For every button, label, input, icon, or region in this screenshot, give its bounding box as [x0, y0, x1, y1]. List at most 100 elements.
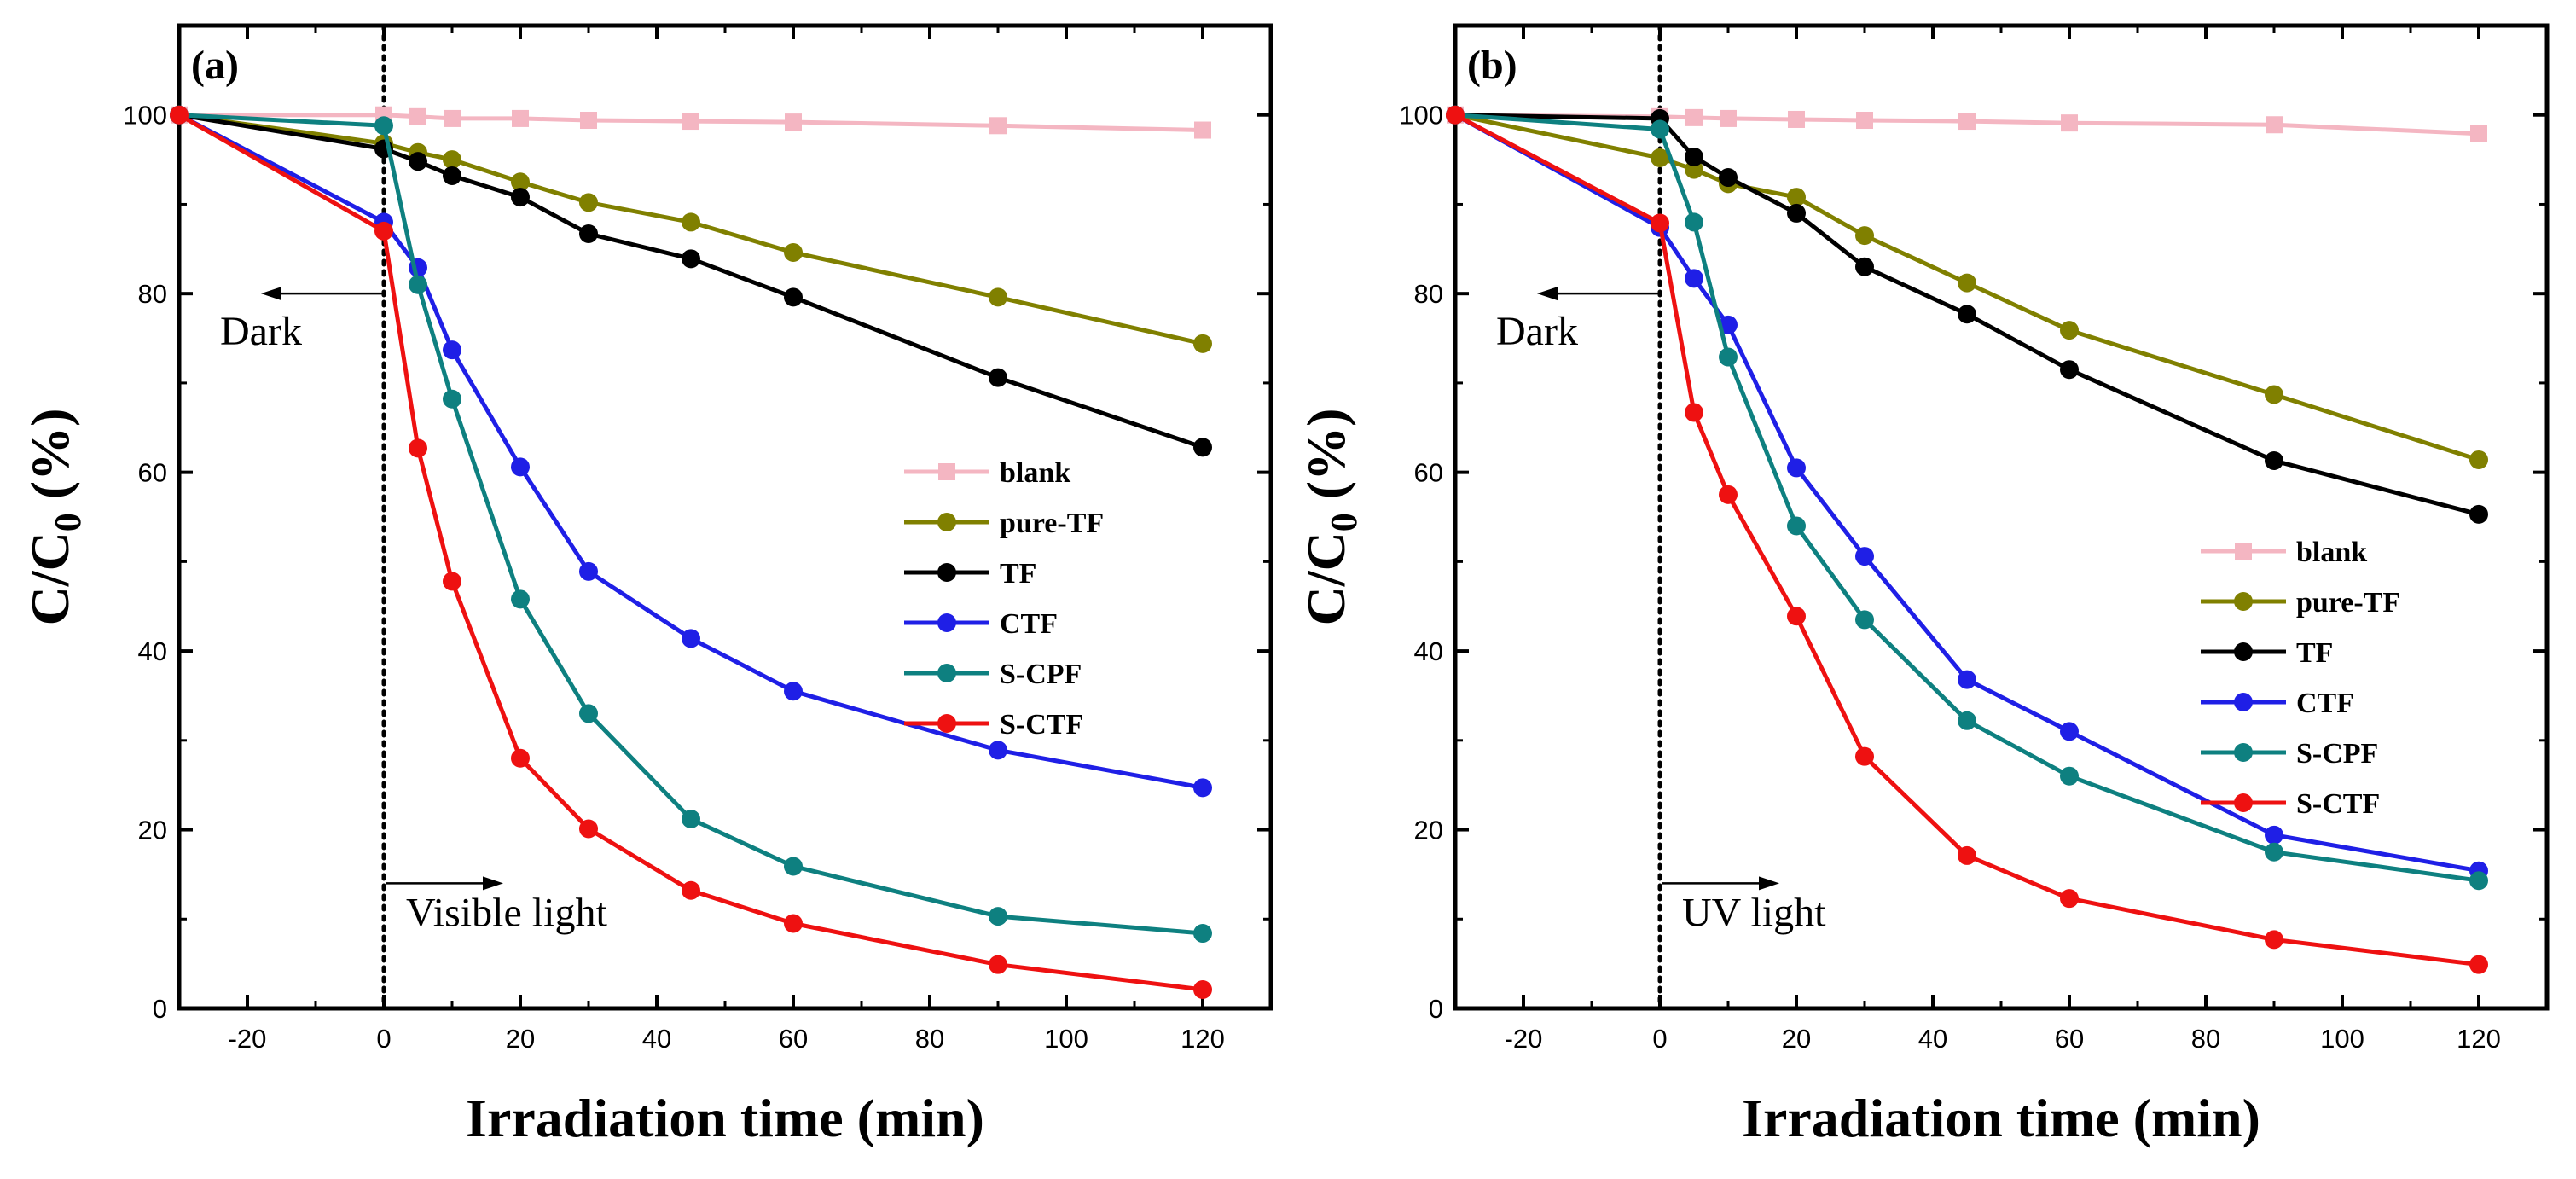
panel-b-series-s-ctf-point [2265, 930, 2283, 950]
panel-b-series-tf-point [1787, 203, 1806, 223]
panel-b-series-s-cpf-point [1958, 711, 1976, 730]
panel-a-x-tick-label: 0 [376, 1024, 391, 1054]
panel-a-series-blank-point [512, 109, 529, 127]
panel-b-legend-label-s-cpf: S-CPF [2296, 738, 2378, 770]
panel-b-series-s-ctf-point [1651, 213, 1669, 233]
panel-a-legend-label-tf: TF [1000, 558, 1036, 590]
panel-b-x-tick-label: 0 [1652, 1024, 1667, 1054]
panel-b-legend-label-pure-tf: pure-TF [2296, 587, 2400, 619]
panel-b-legend-marker-s-cpf [2234, 743, 2253, 762]
panel-a-series-s-cpf-point [443, 389, 461, 409]
panel-a-series-s-ctf-point [784, 914, 803, 933]
panel-b-series-s-cpf-point [1855, 610, 1874, 630]
panel-a-x-tick-label: 120 [1181, 1024, 1225, 1054]
panel-b-x-tick-label: 80 [2191, 1024, 2220, 1054]
panel-b-legend-label-blank: blank [2296, 537, 2367, 568]
panel-b-series-blank-line [1454, 113, 2480, 136]
panel-b-series-pure-tf-line [1454, 113, 2480, 462]
panel-a-series-s-ctf-point [409, 438, 427, 458]
panel-b-series-s-ctf-point [2469, 955, 2488, 974]
panel-a-x-tick-label: 40 [642, 1024, 671, 1054]
panel-a-y-tick-label: 80 [138, 279, 167, 309]
panel-a-legend-label-ctf: CTF [1000, 608, 1058, 640]
panel-b-series-s-cpf-point [1685, 212, 1703, 232]
panel-b-series-pure-tf-point [1651, 148, 1669, 167]
panel-a-y-tick-label: 60 [138, 458, 167, 488]
panel-b-series-blank-point [2470, 125, 2487, 142]
panel-b-series-tf-point [1685, 147, 1703, 166]
panel-a-series-s-cpf-point [1193, 924, 1212, 944]
panel-a-series-pure-tf-line [178, 113, 1204, 346]
panel-a-series-blank-point [785, 113, 802, 131]
panel-a-legend-marker-tf [937, 563, 956, 582]
panel-a-series-ctf-point [579, 561, 598, 581]
panel-b-series-s-ctf-line [1453, 113, 2480, 967]
panel-b-plot-frame [1453, 23, 2550, 1011]
panel-b-legend-marker-tf [2234, 642, 2253, 661]
panel-a-series-s-ctf-point [511, 748, 530, 768]
panel-a-legend-marker-s-cpf [937, 664, 956, 682]
panel-a-dark-arrow-head [261, 287, 281, 301]
panel-a-series-s-cpf-point [511, 590, 530, 609]
panel-a-panel-label: (a) [191, 43, 239, 88]
panel-a-legend-label-s-ctf: S-CTF [1000, 709, 1083, 741]
panel-a-legend-label-s-cpf: S-CPF [1000, 659, 1082, 690]
panel-a-y-tick-label: 40 [138, 636, 167, 666]
panel-b-panel-label: (b) [1467, 43, 1517, 88]
panel-a-series-ctf-point [989, 741, 1007, 760]
panel-a-series-tf-point [989, 368, 1007, 387]
panel-a-series-blank-point [444, 109, 461, 127]
panel-a-x-tick-label: 20 [506, 1024, 535, 1054]
panel-a-series-s-ctf-point [579, 819, 598, 839]
panel-a-series-tf-point [784, 287, 803, 307]
panel-b-light-label: UV light [1682, 890, 1826, 935]
panel-a-legend-marker-pure-tf [937, 513, 956, 531]
panel-b-chart: -20 0 20 40 60 80 100 120 0 20 40 60 80 100 Dark UV lig… [1296, 23, 2550, 1148]
panel-a-series-s-ctf-point [170, 105, 189, 125]
panel-a-dark-label: Dark [220, 309, 302, 354]
panel-a-series-s-ctf-point [989, 955, 1007, 974]
panel-b-y-tick-label: 100 [1399, 101, 1443, 131]
panel-b-series-ctf-point [1719, 315, 1738, 334]
panel-a-series-s-cpf-point [784, 857, 803, 876]
panel-a-legend-label-pure-tf: pure-TF [1000, 508, 1104, 539]
panel-a-series-blank-point [989, 117, 1007, 135]
panel-a-series-ctf-point [784, 682, 803, 701]
panel-b-x-axis-title: Irradiation time (min) [1742, 1088, 2260, 1148]
panel-b-series-tf-point [1958, 305, 1976, 324]
panel-b-y-tick-label: 20 [1414, 816, 1443, 845]
panel-a-y-tick-label: 0 [153, 994, 167, 1024]
panel-a-series-ctf-line [177, 113, 1204, 790]
panel-b-series-s-ctf-point [1958, 845, 1976, 865]
panel-a-series-s-cpf-point [989, 907, 1007, 926]
panel-a-x-tick-label: 100 [1044, 1024, 1088, 1054]
panel-b-legend-label-tf: TF [2296, 637, 2333, 669]
panel-b-legend-marker-ctf [2234, 693, 2253, 711]
panel-b-y-tick-label: 0 [1429, 994, 1443, 1024]
panel-a-y-tick-label: 100 [123, 101, 167, 131]
panel-b-series-s-ctf-point [1855, 746, 1874, 766]
panel-b-legend-marker-s-ctf [2234, 793, 2253, 812]
panel-b-series-ctf-point [1958, 670, 1976, 689]
panel-a-chart: -20 0 20 40 60 80 100 120 0 20 40 60 80 100 Dark Visibl… [20, 23, 1273, 1148]
panel-b-series-ctf-point [1855, 547, 1874, 566]
panel-a-series-tf-point [409, 152, 427, 171]
panel-b-legend-marker-pure-tf [2234, 592, 2253, 611]
panel-a-series-tf-point [443, 166, 461, 185]
panel-b-x-tick-label: 60 [2055, 1024, 2084, 1054]
panel-b-series-ctf-point [2060, 722, 2079, 741]
panel-b-series-blank-point [1958, 113, 1976, 131]
panel-a-series-s-ctf-point [443, 572, 461, 591]
panel-b-dark-label: Dark [1496, 309, 1578, 354]
panel-a-series-s-cpf-point [579, 704, 598, 723]
panel-b-x-tick-label: 120 [2457, 1024, 2501, 1054]
panel-b-series-s-ctf-point [1787, 607, 1806, 626]
panel-b-series-s-cpf-point [2060, 766, 2079, 786]
panel-a-series-s-ctf-point [1193, 980, 1212, 1000]
panel-b-dark-arrow-head [1537, 287, 1558, 301]
panel-a-x-tick-label: 60 [779, 1024, 808, 1054]
panel-b-x-tick-label: 100 [2320, 1024, 2364, 1054]
panel-a-light-arrow-head [483, 876, 503, 891]
panel-a-series-pure-tf-point [682, 212, 700, 232]
panel-a-y-tick-label: 20 [138, 816, 167, 845]
